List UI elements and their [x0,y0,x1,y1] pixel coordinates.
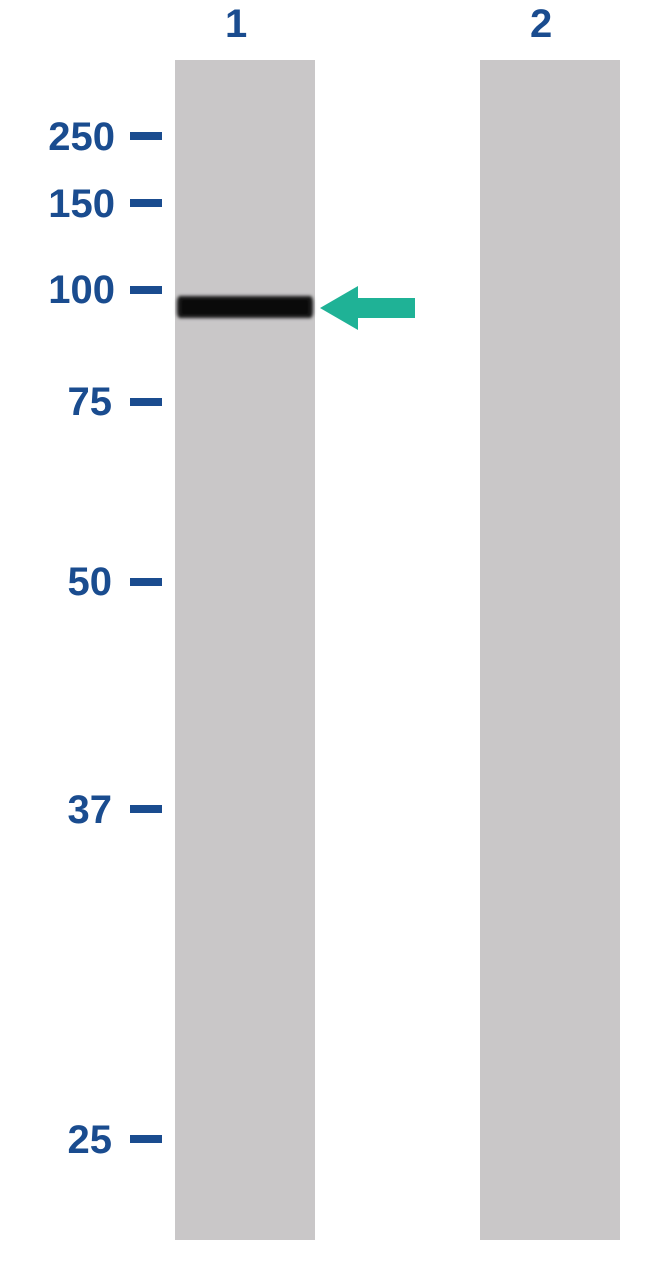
mw-tick-50 [130,578,162,586]
mw-tick-100 [130,286,162,294]
band-indicator-arrow-icon [320,278,415,338]
mw-marker-75: 75 [32,380,112,425]
mw-marker-25: 25 [32,1118,112,1163]
lane-1-label: 1 [225,2,247,47]
mw-marker-100: 100 [20,268,115,313]
mw-marker-250: 250 [20,115,115,160]
mw-marker-37: 37 [32,788,112,833]
mw-tick-250 [130,132,162,140]
mw-tick-25 [130,1135,162,1143]
lane-2-strip [480,60,620,1240]
protein-band-lane-1-core [182,300,308,314]
lane-2-label: 2 [530,2,552,47]
western-blot-figure: 1 2 250 150 100 75 50 37 25 [0,0,650,1270]
mw-marker-150: 150 [20,182,115,227]
mw-tick-75 [130,398,162,406]
mw-tick-37 [130,805,162,813]
mw-tick-150 [130,199,162,207]
mw-marker-50: 50 [32,560,112,605]
lane-1-strip [175,60,315,1240]
